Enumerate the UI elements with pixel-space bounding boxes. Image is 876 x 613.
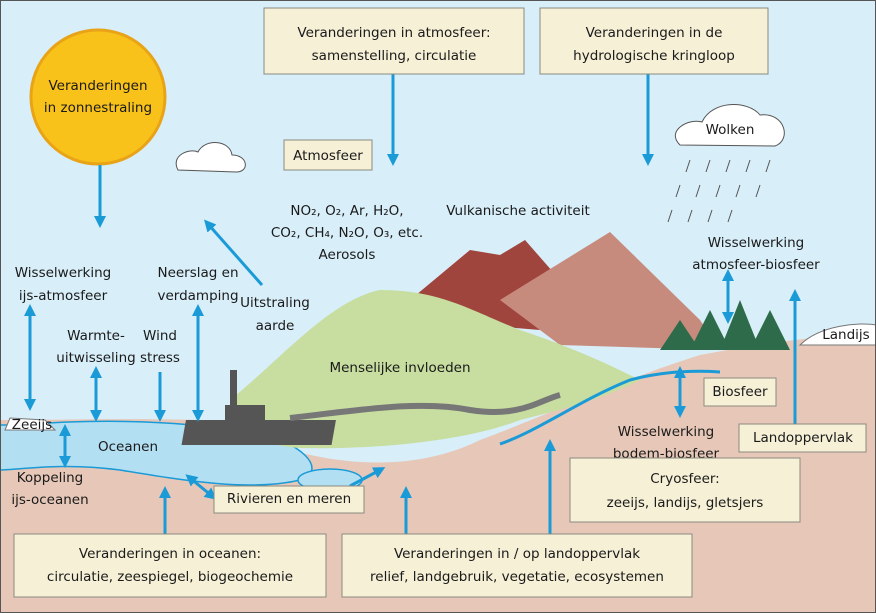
label: Wisselwerking [618,424,715,440]
label-box [264,8,524,74]
label: Warmte- [67,328,125,344]
label: Veranderingen [48,78,147,94]
label: Neerslag en [157,265,238,281]
label: Rivieren en meren [227,491,351,507]
label: Uitstraling [240,295,310,311]
chimney [230,370,237,405]
label: in zonnestraling [44,100,152,116]
label: Menselijke invloeden [329,360,470,376]
label: ijs-atmosfeer [19,288,108,304]
label: NO₂, O₂, Ar, H₂O, [290,203,403,219]
climate-diagram: Veranderingen in atmosfeer: samenstelling… [0,0,876,613]
label: circulatie, zeespiegel, biogeochemie [47,569,293,585]
label: ijs-oceanen [11,492,88,508]
sun [31,30,165,164]
label: atmosfeer-biosfeer [692,257,820,273]
label: relief, landgebruik, vegetatie, ecosyste… [370,569,664,585]
label: Veranderingen in oceanen: [79,546,261,562]
label: Wind [143,328,177,344]
label: Vulkanische activiteit [446,203,590,219]
label: Oceanen [98,439,158,455]
label: CO₂, CH₄, N₂O, O₃, etc. [271,225,423,241]
label: samenstelling, circulatie [312,48,477,64]
label: zeeijs, landijs, gletsjers [607,495,764,511]
label-box [540,8,768,74]
label-box [342,534,692,597]
label: Landijs [822,327,869,343]
label: hydrologische kringloop [573,48,735,64]
label: aarde [256,318,295,334]
label: Veranderingen in atmosfeer: [297,25,490,41]
label: Wisselwerking [15,265,112,281]
label: uitwisseling [56,350,135,366]
label: Veranderingen in de [586,25,723,41]
label: Wisselwerking [708,235,805,251]
label-box [570,458,800,522]
label: Zeeijs [12,417,52,433]
label: Atmosfeer [293,148,363,164]
label-box [14,534,326,597]
label: Biosfeer [712,384,768,400]
label: Aerosols [319,247,376,263]
label: Veranderingen in / op landoppervlak [394,546,640,562]
label: verdamping [157,288,238,304]
label: stress [140,350,180,366]
label: Landoppervlak [753,430,853,446]
label: Cryosfeer: [650,471,719,487]
label: Wolken [706,122,755,138]
label: Koppeling [17,470,84,486]
factory [225,405,265,430]
